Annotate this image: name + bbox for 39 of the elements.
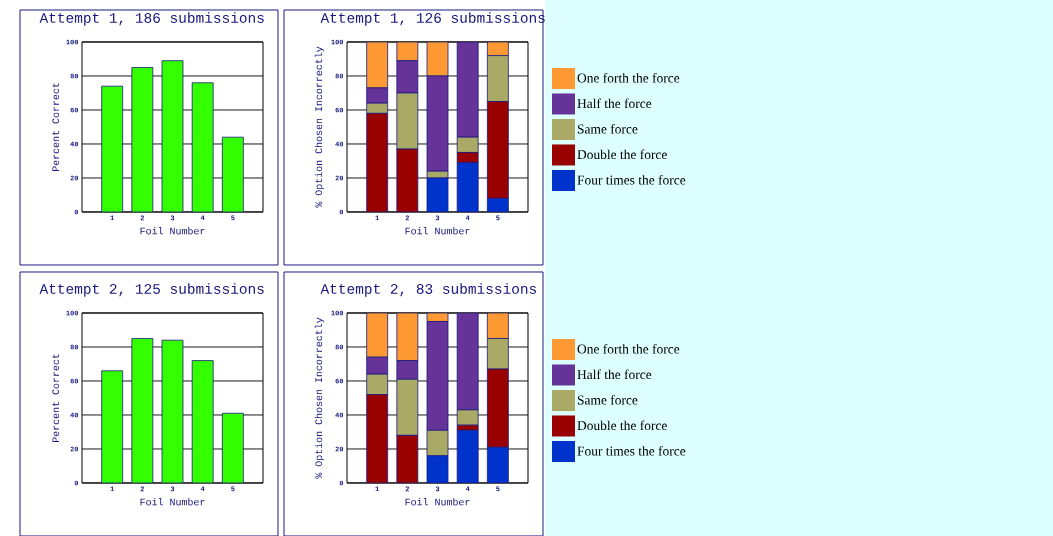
bar: [221, 412, 244, 483]
bar: [366, 41, 389, 89]
bar: [101, 85, 124, 212]
y-axis-title: Percent Correct: [52, 354, 60, 443]
x-axis-title: Foil Number: [140, 498, 205, 506]
y-axis-title: Percent Correct: [52, 83, 60, 172]
bar: [396, 435, 418, 483]
bar: [191, 82, 214, 212]
legend-label: Four times the force: [577, 174, 686, 185]
bar: [101, 370, 124, 483]
bar: [191, 360, 214, 483]
bar: [161, 339, 184, 483]
bar: [221, 136, 244, 212]
legend-label: Half the force: [577, 98, 652, 109]
bar: [457, 430, 479, 483]
legend-label: Double the force: [577, 420, 667, 431]
bar: [486, 368, 509, 448]
y-axis-title: % Option Chosen Incorrectly: [314, 46, 325, 208]
bar: [486, 446, 509, 483]
legend-label: Double the force: [577, 149, 667, 160]
bar: [131, 67, 154, 212]
legend-label: One forth the force: [577, 73, 680, 83]
bar: [161, 60, 184, 212]
y-axis-title: % Option Chosen Incorrectly: [314, 317, 325, 479]
legend-label: Four times the force: [577, 446, 686, 456]
bar: [131, 338, 154, 483]
legend-label: Same force: [577, 395, 638, 405]
x-axis-title: Foil Number: [405, 498, 470, 506]
bar: [456, 162, 479, 212]
legend-label: Half the force: [577, 369, 652, 380]
x-axis-title: Foil Number: [140, 227, 205, 235]
chart-title: Attempt 1, 186 submissions: [39, 12, 264, 26]
chart-title: Attempt 1, 126 submissions: [320, 12, 545, 26]
chart-title: Attempt 2, 83 submissions: [320, 283, 537, 297]
legend-label: One forth the force: [577, 344, 680, 354]
legend-label: Same force: [577, 123, 638, 134]
chart-title: Attempt 2, 125 submissions: [39, 283, 264, 297]
bar: [366, 394, 388, 483]
x-axis-title: Foil Number: [405, 227, 470, 235]
